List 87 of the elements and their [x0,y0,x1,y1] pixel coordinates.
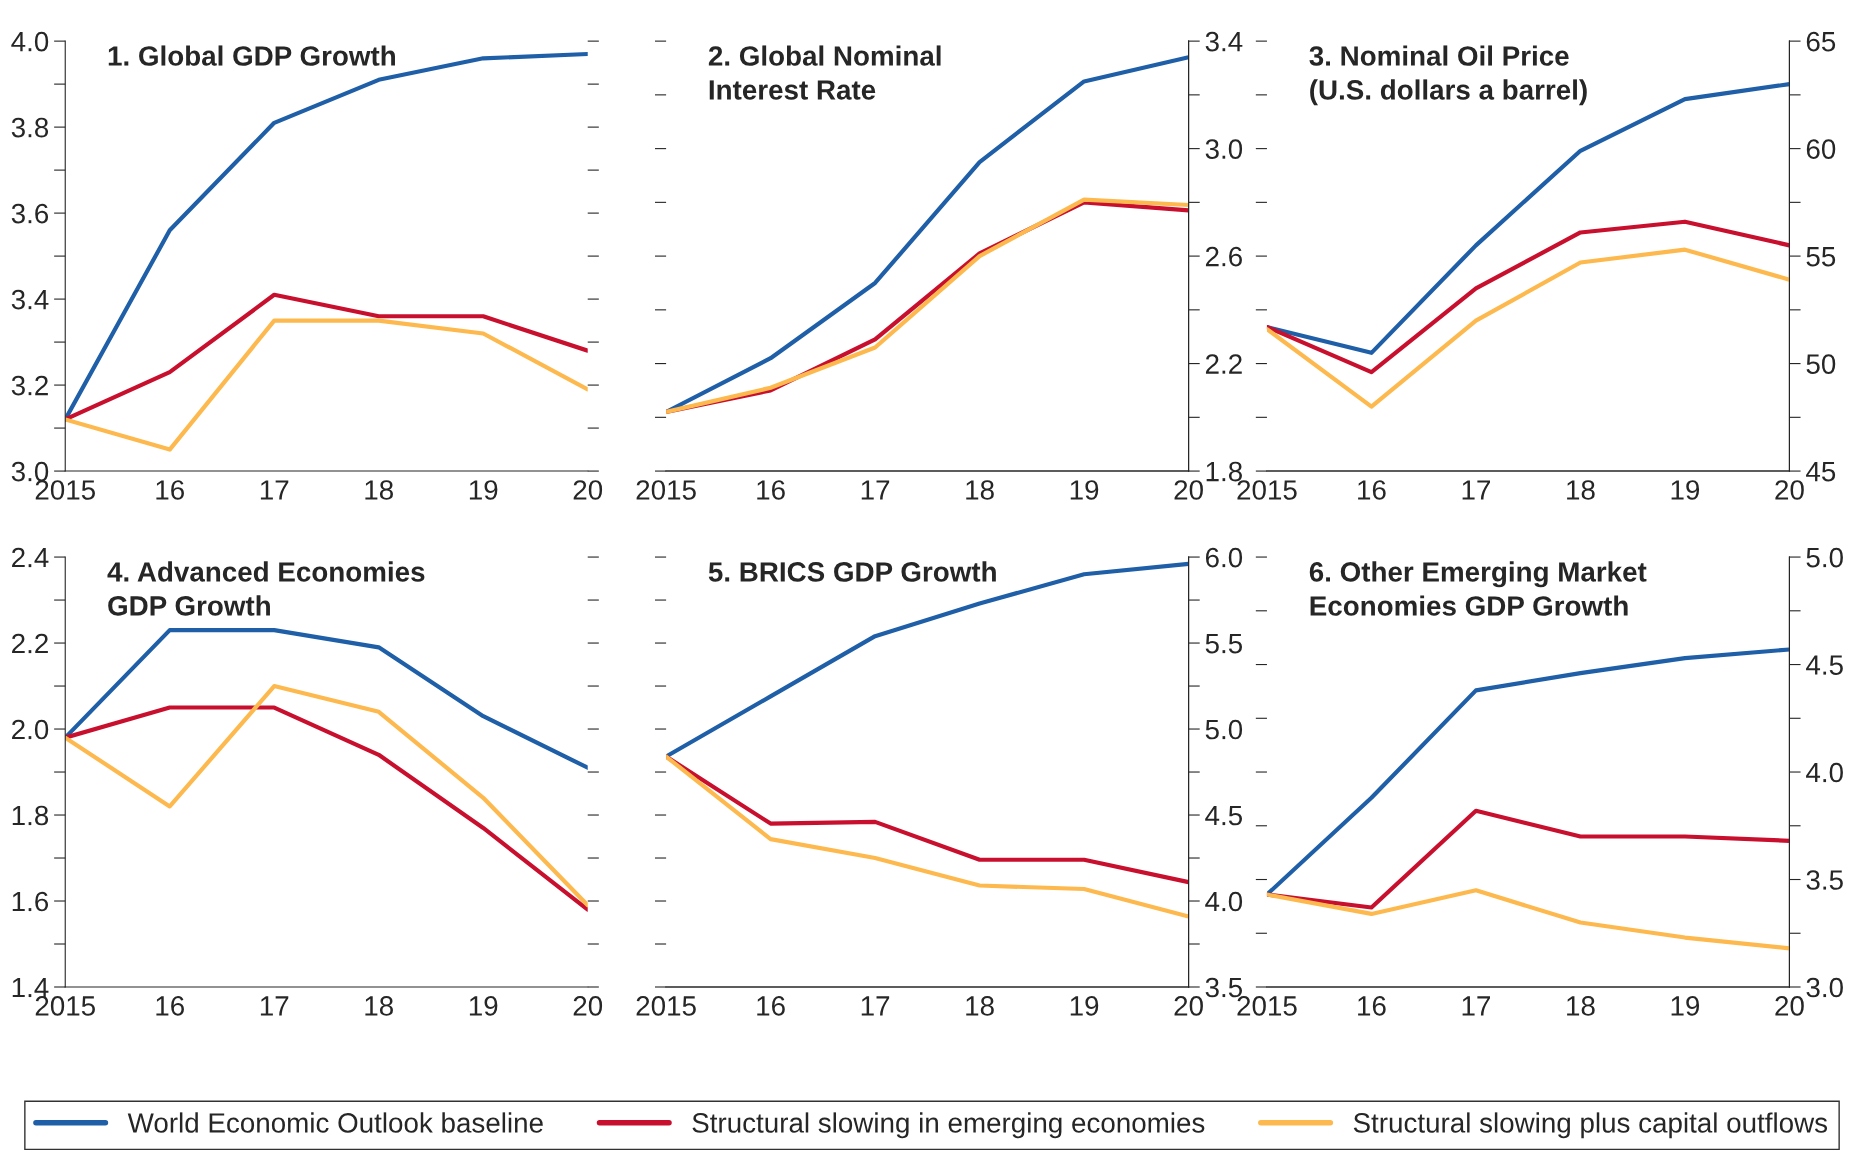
legend-label: World Economic Outlook baseline [127,1112,543,1133]
y2-tick-label: 6.0 [1205,547,1243,568]
y2-tick-label: 65 [1806,31,1836,52]
legend-label: Structural slowing plus capital outflows [1353,1112,1828,1139]
x-tick-label: 2015 [1237,996,1297,1016]
y2-tick-label: 2.6 [1205,246,1242,267]
x-tick-label: 16 [757,480,785,500]
y2-tick-label: 3.5 [1205,977,1242,998]
x-tick-label: 17 [1462,996,1490,1016]
y-tick-label: 3.0 [11,461,49,482]
legend-label: Structural slowing in emerging economies [692,1112,1205,1139]
line-series [666,561,1189,759]
y2-tick-label: 55 [1806,247,1836,267]
chart-title: 5. BRICS GDP Growth [708,561,996,582]
x-tick-label: 18 [966,480,994,500]
y-tick-label: 3.8 [11,117,49,138]
y-tick-label: 1.4 [12,977,49,998]
x-tick-label: 19 [1671,996,1700,1016]
x-tick-label: 20 [573,996,603,1016]
x-tick-label: 2015 [636,480,696,500]
text: 2. Global Nominal Interest Rate [708,45,941,100]
line-series [65,628,588,770]
y2-tick-label: 50 [1806,354,1836,374]
line-series [1266,888,1790,951]
text: 6. Other Emerging Market Economies GDP Growth [1309,561,1647,616]
x-tick-label: 18 [365,480,393,500]
y-tick-label: 1.8 [12,805,49,826]
x-tick-label: 18 [1567,996,1595,1016]
x-tick-label: 16 [1358,996,1386,1016]
x-tick-label: 20 [573,480,603,500]
y-tick-label: 2.2 [12,633,48,654]
x-tick-label: 2015 [35,480,95,500]
y2-tick-label: 2.2 [1205,354,1242,374]
text: 3. Nominal Oil Price (U.S. dollars a barrel) [1309,45,1587,106]
y-tick-label: 3.4 [11,289,49,310]
y2-tick-label: 1.8 [1206,461,1242,482]
y2-tick-label: 45 [1806,462,1836,482]
y2-tick-label: 4.5 [1205,805,1242,826]
y2-tick-label: 5.0 [1205,719,1243,740]
x-tick-label: 17 [861,480,890,500]
x-tick-label: 19 [1070,480,1099,500]
x-tick-label: 2015 [35,996,95,1016]
x-tick-label: 18 [966,996,994,1016]
y-tick-label: 2.4 [12,547,49,568]
x-tick-label: 16 [156,996,184,1016]
y2-tick-label: 3.5 [1806,870,1843,890]
x-tick-label: 16 [156,480,184,500]
y2-tick-label: 3.0 [1205,139,1243,159]
y-tick-label: 1.6 [12,891,49,912]
x-tick-label: 18 [365,996,393,1016]
y2-tick-label: 3.0 [1806,977,1843,998]
y-tick-label: 4.0 [11,31,49,52]
x-tick-label: 20 [1775,996,1804,1016]
x-tick-label: 20 [1174,996,1203,1016]
y2-tick-label: 60 [1806,139,1836,159]
x-tick-label: 17 [260,480,289,500]
x-tick-label: 19 [469,996,498,1016]
x-tick-label: 17 [260,996,289,1016]
y-tick-label: 3.2 [11,375,48,396]
y-tick-label: 2.0 [12,719,49,740]
x-tick-label: 16 [1358,480,1386,500]
y2-tick-label: 4.5 [1806,655,1843,675]
x-tick-label: 17 [861,996,890,1016]
line-series [65,318,588,452]
line-series [1266,247,1790,409]
y2-tick-label: 5.0 [1806,547,1843,568]
x-tick-label: 18 [1567,480,1595,500]
x-tick-label: 19 [1671,480,1700,500]
x-tick-label: 17 [1462,480,1490,500]
x-tick-label: 19 [1070,996,1099,1016]
x-tick-label: 16 [757,996,785,1016]
text: 4. Advanced Economies GDP Growth [107,561,425,616]
x-tick-label: 19 [469,480,498,500]
y-tick-label: 3.6 [11,203,49,224]
x-tick-label: 2015 [1237,480,1297,500]
y2-tick-label: 5.5 [1205,634,1242,654]
x-tick-label: 2015 [636,996,696,1016]
line-series [65,292,588,422]
x-tick-label: 20 [1775,480,1804,500]
line-series [666,754,1189,885]
chart-title: 1. Global GDP Growth [108,45,395,66]
line-series [1266,219,1790,375]
y2-tick-label: 4.0 [1205,891,1243,912]
y2-tick-label: 4.0 [1806,762,1843,783]
x-tick-label: 20 [1174,480,1203,500]
line-series [666,754,1189,919]
y2-tick-label: 3.4 [1205,31,1243,52]
